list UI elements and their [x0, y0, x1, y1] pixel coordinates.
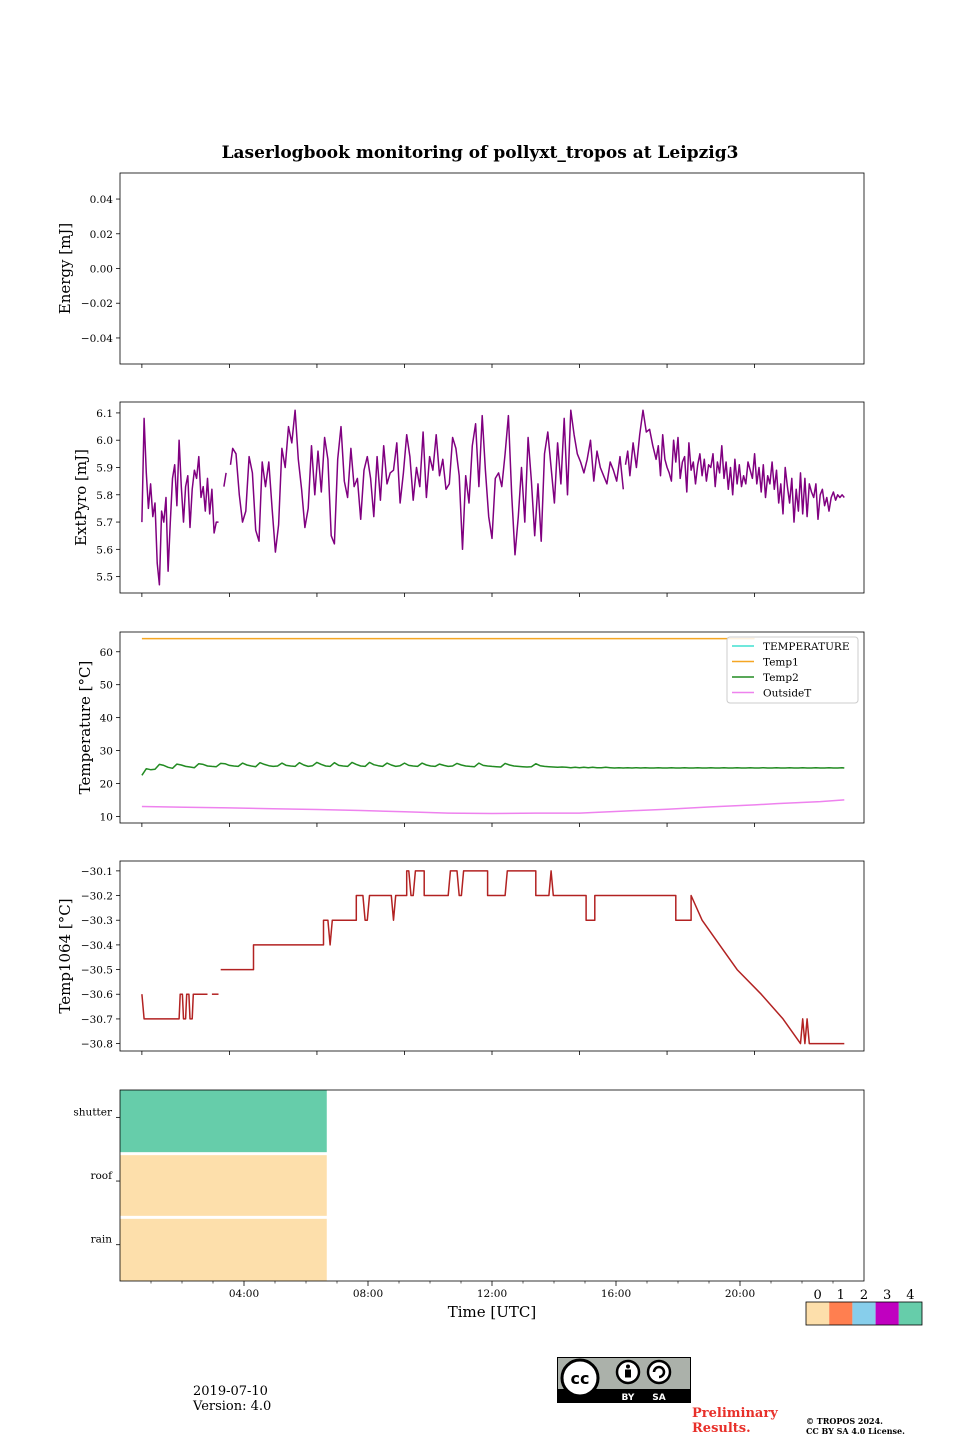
colorbar-swatch [829, 1302, 853, 1325]
plot-frame [119, 172, 865, 365]
status-block-roof [120, 1155, 327, 1216]
footer-version: Version: 4.0 [193, 1399, 272, 1414]
y-tick-label: 6.1 [96, 408, 113, 420]
series-line-temp1064 [141, 993, 208, 1020]
badge-sa-label: SA [652, 1393, 665, 1403]
plot-frame [119, 631, 865, 824]
y-tick-label: 10 [100, 811, 113, 823]
colorbar-label: 2 [860, 1288, 868, 1303]
y-tick-label: −30.2 [81, 891, 113, 903]
y-tick-label: −30.7 [81, 1014, 113, 1026]
x-tick-label: 20:00 [725, 1288, 755, 1300]
series-line-extpyro [223, 472, 227, 487]
y-tick-label: 30 [100, 746, 113, 758]
y-tick-label: 0.00 [90, 264, 113, 276]
x-tick-label: 16:00 [601, 1288, 631, 1300]
plot-frame [119, 860, 865, 1052]
y-axis-label: ExtPyro [mJ] [72, 449, 90, 546]
colorbar-label: 3 [883, 1288, 891, 1303]
plot-frame [119, 401, 865, 594]
x-tick-label: 08:00 [353, 1288, 383, 1300]
y-tick-label: −0.04 [81, 333, 113, 345]
colorbar-swatch [806, 1302, 830, 1325]
y-tick-label: −30.6 [81, 989, 113, 1001]
y-tick-label: 6.0 [96, 435, 113, 447]
y-tick-label: 5.7 [96, 517, 113, 529]
copyright-line1: © TROPOS 2024. [806, 1416, 883, 1426]
y-tick-label: 40 [100, 713, 113, 725]
legend-label: OutsideT [763, 688, 811, 700]
y-tick-label: 5.8 [96, 490, 113, 502]
badge-by-label: BY [622, 1393, 635, 1403]
panel-extpyro: 6.1 6.0 5.9 5.8 5.7 5.6 5.5 ExtPyro [mJ] [72, 401, 865, 597]
y-tick-label: −30.5 [81, 965, 113, 977]
y-tick-label: −0.02 [81, 298, 113, 310]
y-tick-label: 60 [100, 647, 113, 659]
y-axis-label: Temp1064 [°C] [56, 898, 74, 1013]
footer-date: 2019-07-10 [193, 1384, 268, 1399]
y-tick-label: 20 [100, 778, 113, 790]
preliminary-line2: Results. [692, 1421, 751, 1436]
status-block-rain [120, 1218, 327, 1281]
colorbar-swatch [875, 1302, 899, 1325]
panel-energy: 0.04 0.02 0.00 −0.02 −0.04 Energy [mJ] [56, 172, 865, 368]
colorbar-label: 4 [906, 1288, 914, 1303]
series-line-temp2 [141, 761, 845, 776]
panels: 0.04 0.02 0.00 −0.02 −0.04 Energy [mJ] 6.1 6.0 5… [56, 172, 923, 1326]
x-axis-label: Time [UTC] [448, 1303, 537, 1321]
y-tick-label: −30.1 [81, 866, 113, 878]
preliminary-note: Preliminary Results. [692, 1406, 778, 1436]
y-tick-label: −30.8 [81, 1039, 113, 1051]
legend-box [726, 636, 859, 704]
series-line-temp1064 [220, 870, 845, 1045]
y-tick-label: 0.04 [90, 194, 114, 206]
cc-license-badge-icon: cc BY SA [557, 1357, 691, 1403]
panel-status: shutter roof rain 04:00 08:00 12:00 16:00 20:00… [73, 1089, 923, 1326]
row-label-roof: roof [90, 1170, 113, 1182]
y-tick-label: 5.5 [96, 572, 113, 584]
chart-title: Laserlogbook monitoring of pollyxt_tropo… [222, 143, 739, 163]
y-axis-label: Energy [mJ] [56, 223, 74, 314]
y-tick-label: 5.6 [96, 544, 113, 556]
x-tick-label: 12:00 [477, 1288, 507, 1300]
copyright-line2: CC BY SA 4.0 License. [806, 1426, 905, 1436]
series-line-extpyro [141, 417, 219, 586]
panel-temp1064: −30.1 −30.2 −30.3 −30.4 −30.5 −30.6 −30.7 −30.8… [56, 860, 865, 1055]
colorbar-swatch [898, 1302, 922, 1325]
legend-label: TEMPERATURE [763, 641, 850, 653]
legend-label: Temp2 [763, 672, 799, 684]
x-tick-label: 04:00 [229, 1288, 259, 1300]
y-axis-label: Temperature [°C] [76, 661, 94, 795]
status-block-shutter [120, 1090, 327, 1153]
colorbar-label: 0 [813, 1288, 821, 1303]
y-tick-label: 0.02 [90, 229, 113, 241]
y-tick-label: 5.9 [96, 462, 113, 474]
preliminary-line1: Preliminary [692, 1406, 778, 1421]
svg-text:cc: cc [571, 1369, 590, 1388]
series-line-outsidet [141, 799, 845, 815]
copyright-note: © TROPOS 2024. CC BY SA 4.0 License. [806, 1416, 905, 1436]
colorbar-swatch [852, 1302, 876, 1325]
y-tick-label: −30.3 [81, 915, 113, 927]
colorbar-frame [805, 1301, 923, 1326]
row-label-rain: rain [91, 1234, 113, 1246]
legend-label: Temp1 [763, 657, 799, 669]
series-line-extpyro [229, 409, 625, 556]
legend: TEMPERATURE Temp1 Temp2 OutsideT [726, 636, 859, 704]
row-label-shutter: shutter [73, 1106, 113, 1118]
y-tick-label: 50 [100, 680, 113, 692]
series-line-extpyro [624, 409, 845, 523]
colorbar-label: 1 [837, 1288, 845, 1303]
y-tick-label: −30.4 [81, 940, 113, 952]
